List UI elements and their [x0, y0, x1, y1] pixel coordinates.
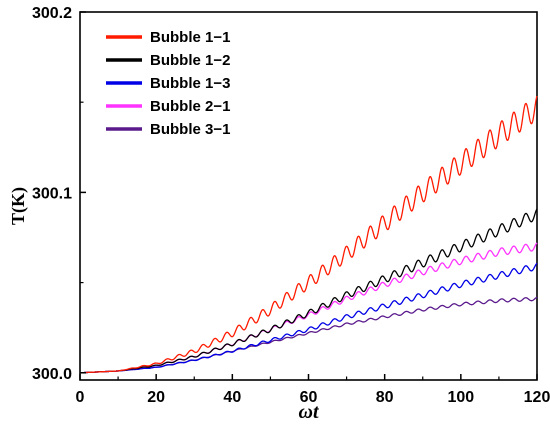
plot-area [79, 11, 538, 381]
x-tick-label: 120 [524, 389, 550, 406]
y-tick-label: 300.2 [32, 5, 72, 22]
legend: Bubble 1−1 Bubble 1−2 Bubble 1−3 Bubble 2−1… [106, 29, 230, 138]
x-tick-label: 0 [76, 389, 85, 406]
x-tick-label: 100 [447, 389, 474, 406]
series-line-3 [79, 262, 538, 374]
legend-label: Bubble 1−3 [150, 75, 230, 92]
plot-frame [79, 11, 538, 381]
x-tick-label: 20 [147, 389, 165, 406]
y-tick-labels: 300.0 300.1 300.2 [32, 5, 72, 383]
legend-label: Bubble 1−2 [150, 52, 230, 69]
x-tick-label: 40 [223, 389, 241, 406]
y-tick-label: 300.0 [32, 366, 72, 383]
series-line-5 [79, 296, 538, 374]
series-line-1 [79, 95, 538, 374]
series-layer [79, 95, 538, 374]
x-tick-label: 80 [376, 389, 394, 406]
x-tick-labels: 0 20 40 60 80 100 120 [76, 389, 550, 406]
legend-label: Bubble 2−1 [150, 98, 230, 115]
x-tick-label: 60 [300, 389, 318, 406]
legend-label: Bubble 3−1 [150, 121, 230, 138]
y-tick-label: 300.1 [32, 185, 72, 202]
ticks-layer [79, 11, 538, 380]
x-axis-title: ωt [298, 401, 319, 423]
series-line-4 [79, 242, 538, 374]
legend-label: Bubble 1−1 [150, 29, 230, 46]
series-line-2 [79, 208, 538, 374]
y-axis-title: T(K) [8, 187, 29, 225]
